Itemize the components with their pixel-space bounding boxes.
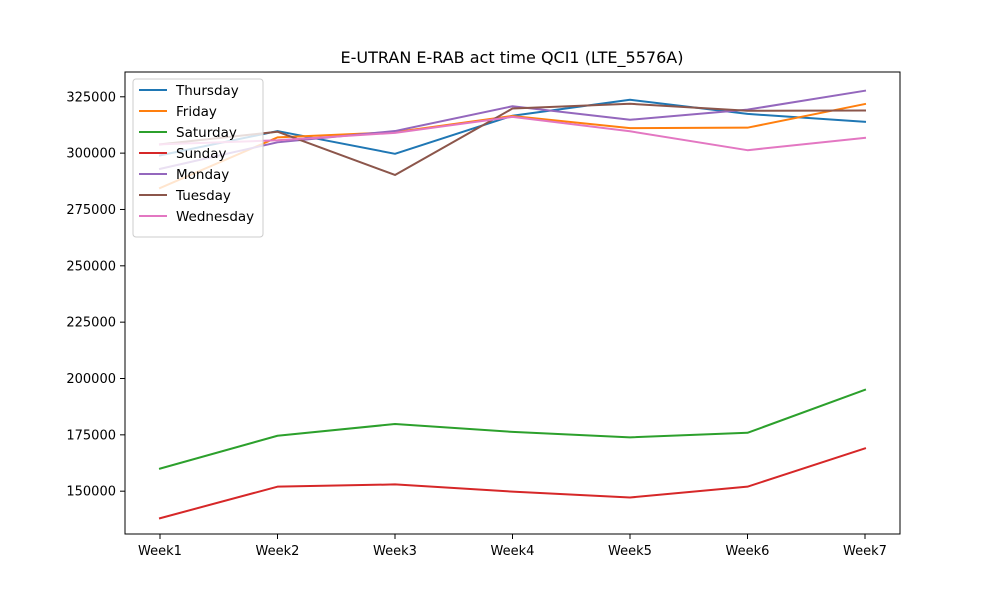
y-tick-label: 325000: [66, 90, 116, 105]
legend-label-tuesday: Tuesday: [175, 188, 231, 204]
legend-label-thursday: Thursday: [175, 83, 239, 99]
plot-area: [158, 89, 867, 520]
x-tick-label: Week1: [138, 544, 182, 559]
axes: Week1 Week2 Week3 Week4 Week5 Week6 Week7 15000…: [66, 71, 901, 559]
y-tick-label: 200000: [66, 372, 116, 387]
x-tick-label: Week7: [843, 544, 887, 559]
series-line-wednesday: [158, 115, 867, 152]
series-line-sunday: [158, 447, 867, 520]
y-tick-label: 250000: [66, 259, 116, 274]
x-tick-label: Week5: [608, 544, 652, 559]
y-tick-label: 225000: [66, 316, 116, 331]
series-line-tuesday: [158, 102, 867, 176]
y-tick-label: 275000: [66, 203, 116, 218]
legend-label-monday: Monday: [176, 167, 229, 183]
y-tick-label: 175000: [66, 428, 116, 443]
legend-label-sunday: Sunday: [176, 146, 227, 162]
legend-label-wednesday: Wednesday: [176, 209, 254, 225]
y-tick-label: 150000: [66, 485, 116, 500]
series-line-monday: [158, 89, 867, 171]
series-line-saturday: [158, 388, 867, 470]
y-tick-label: 300000: [66, 147, 116, 162]
x-tick-label: Week4: [491, 544, 535, 559]
x-tick-label: Week3: [373, 544, 417, 559]
x-tick-label: Week6: [726, 544, 770, 559]
chart-title: E-UTRAN E-RAB act time QCI1 (LTE_5576A): [341, 48, 684, 68]
legend-label-friday: Friday: [176, 104, 217, 120]
legend-box: [132, 78, 264, 238]
x-tick-label: Week2: [256, 544, 300, 559]
legend-label-saturday: Saturday: [176, 125, 237, 141]
legend: Thursday Friday Saturday Sunday Monday Tuesda…: [132, 78, 264, 238]
